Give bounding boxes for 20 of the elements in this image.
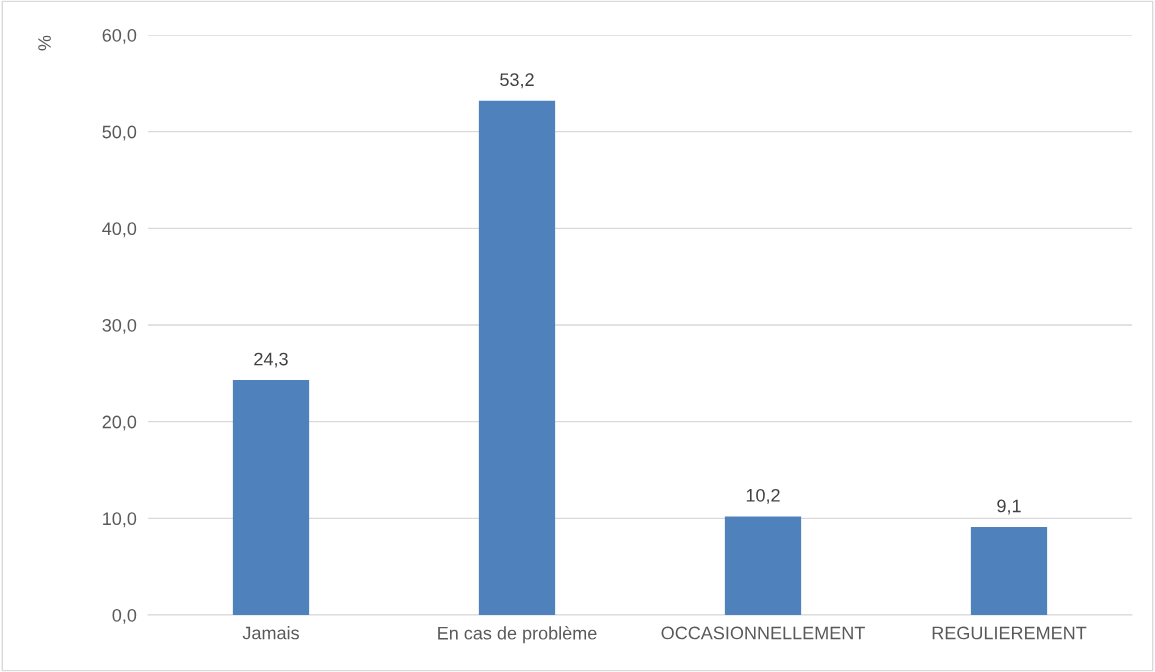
- y-tick-label: 30,0: [102, 318, 137, 334]
- y-tick-label: 40,0: [102, 222, 137, 238]
- y-tick-label: 10,0: [103, 512, 137, 528]
- bar: [232, 380, 310, 615]
- data-label: 53,2: [500, 73, 534, 89]
- x-tick-label: En cas de problème: [438, 626, 597, 644]
- x-tick-label: REGULIEREMENT: [932, 626, 1087, 640]
- data-label: 10,2: [746, 488, 780, 504]
- data-label: 9,1: [997, 499, 1021, 515]
- y-axis-title: %: [38, 35, 51, 51]
- bar: [724, 516, 802, 615]
- y-tick-label: 20,0: [102, 415, 137, 431]
- x-tick-label: Jamais: [242, 626, 299, 640]
- bar: [970, 527, 1048, 615]
- data-label: 24,3: [254, 352, 288, 368]
- y-tick-label: 0,0: [112, 608, 137, 624]
- bar: [478, 100, 556, 615]
- y-tick-label: 50,0: [102, 125, 137, 141]
- x-tick-label: OCCASIONNELLEMENT: [661, 626, 865, 640]
- y-tick-label: 60,0: [102, 28, 137, 44]
